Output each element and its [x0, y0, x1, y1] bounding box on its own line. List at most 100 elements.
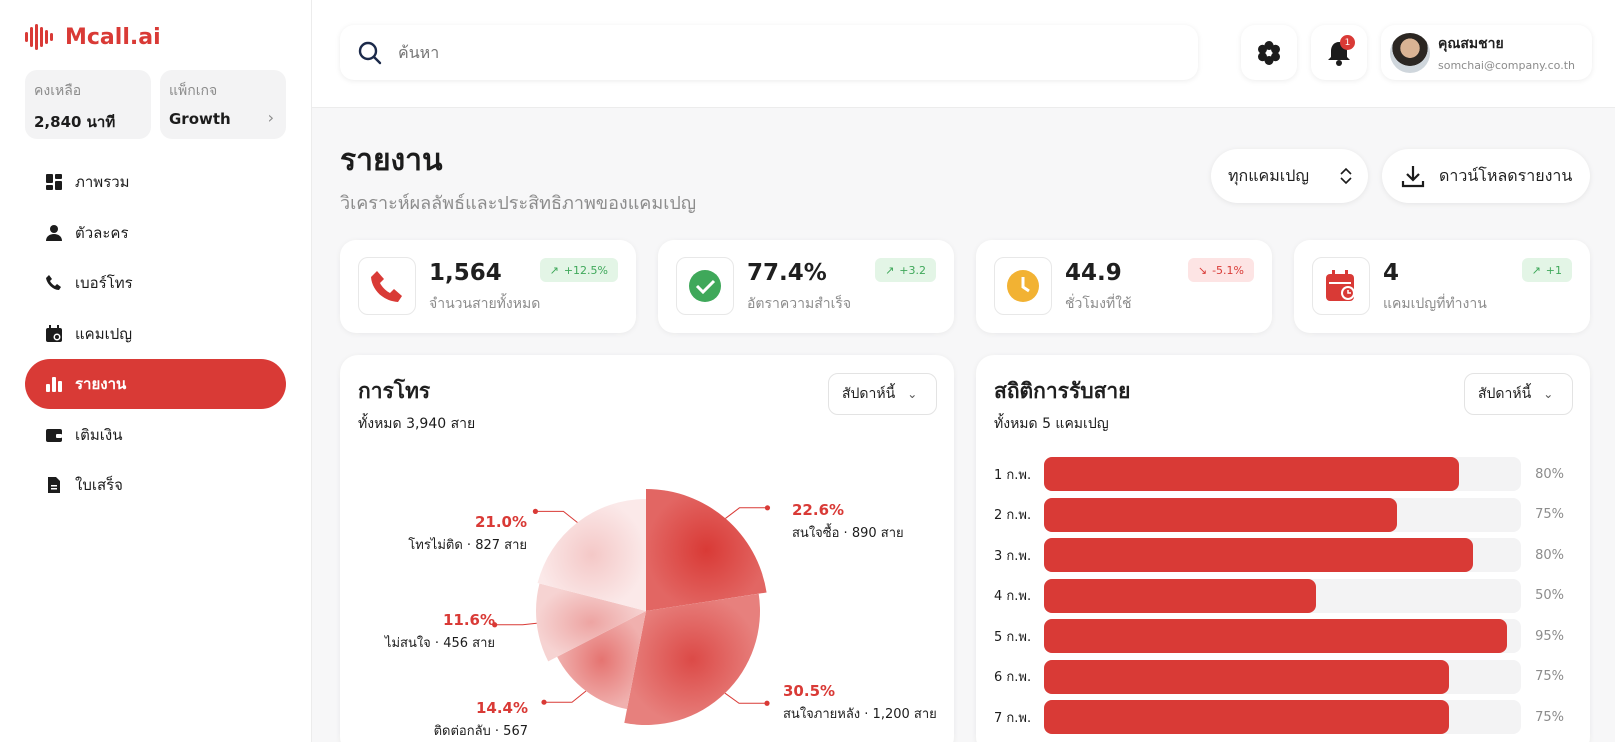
bar-percent-label: 75%: [1535, 507, 1564, 522]
calls-panel-title: การโทร: [358, 379, 431, 403]
sidebar-item-topup[interactable]: เติมเงิน: [25, 410, 286, 460]
bar-percent-label: 95%: [1535, 628, 1564, 644]
package-value: Growth: [169, 110, 231, 128]
trend-up-icon: ↗: [549, 263, 559, 277]
bar-chart-icon: [46, 377, 62, 392]
sidebar-item-reports[interactable]: รายงาน: [25, 359, 286, 409]
package-box[interactable]: แพ็กเกจ Growth ›: [160, 70, 286, 139]
kpi-label: จำนวนสายทั้งหมด: [429, 296, 541, 312]
logo-text: Mcall.ai: [65, 24, 161, 50]
trend-badge: ↗ +1: [1521, 258, 1572, 282]
package-label: แพ็กเกจ: [169, 83, 218, 99]
bar-percent-label: 80%: [1535, 547, 1564, 563]
user-name: คุณสมชาย: [1438, 36, 1504, 52]
calls-panel-subtitle: ทั้งหมด 3,940 สาย: [358, 416, 476, 432]
pie-label-text: โทรไม่ติด · 827 สาย: [408, 538, 527, 553]
search-box[interactable]: [340, 25, 1198, 80]
bar-row: 7 ก.พ. 75%: [994, 700, 1564, 734]
chevron-right-icon: ›: [267, 108, 274, 127]
bar-fill[interactable]: [1043, 457, 1460, 491]
pie-leader-dot: [492, 622, 498, 628]
pie-label-text: ไม่สนใจ · 456 สาย: [384, 636, 495, 651]
trend-badge: ↗ +3.2: [875, 258, 936, 282]
receipt-icon: [48, 477, 60, 493]
search-input[interactable]: [398, 43, 1158, 62]
notification-badge: 1: [1340, 35, 1355, 50]
pie-label-not-interested: 11.6% ไม่สนใจ · 456 สาย: [370, 611, 495, 653]
calendar-icon: [46, 324, 62, 342]
pie-leader-line: [535, 510, 578, 523]
bar-percent-label: 50%: [1535, 588, 1564, 603]
gear-icon: [1258, 40, 1280, 65]
trend-badge: ↗ +12.5%: [539, 258, 618, 282]
kpi-value: 1,564: [429, 260, 502, 286]
pie-label-pct: 11.6%: [442, 611, 495, 629]
pie-label-pct: 22.6%: [792, 501, 845, 519]
pie-label-callback: 14.4% ติดต่อกลับ · 567 สาย: [408, 699, 528, 742]
settings-button[interactable]: [1241, 25, 1297, 80]
pie-slice[interactable]: [536, 583, 646, 662]
trend-up-icon: ↗: [885, 263, 895, 277]
user-menu[interactable]: คุณสมชาย somchai@company.co.th: [1381, 25, 1592, 80]
bar-fill[interactable]: [1043, 619, 1507, 653]
sidebar-item-label: แคมเปญ: [75, 324, 133, 343]
search-icon: [358, 41, 382, 64]
kpi-value: 44.9: [1065, 260, 1122, 286]
sidebar-item-overview[interactable]: ภาพรวม: [25, 157, 286, 207]
pie-label-interested: 22.6% สนใจซื้อ · 890 สาย: [792, 501, 904, 543]
pie-label-text: สนใจซื้อ · 890 สาย: [792, 526, 904, 541]
clock-icon: [994, 257, 1052, 315]
trend-badge: ↘ -5.1%: [1187, 258, 1254, 282]
user-email: somchai@company.co.th: [1438, 59, 1575, 72]
chevron-up-down-icon: [1340, 167, 1352, 185]
sidebar-item-campaigns[interactable]: แคมเปญ: [25, 309, 286, 359]
bar-row: 6 ก.พ. 75%: [994, 659, 1564, 694]
sidebar-item-receipts[interactable]: ใบเสร็จ: [25, 460, 286, 510]
balance-box: คงเหลือ 2,840 นาที: [25, 70, 151, 139]
bar-date-label: 6 ก.พ.: [994, 670, 1032, 685]
bar-fill[interactable]: [1043, 538, 1474, 572]
sidebar-item-label: รายงาน: [75, 375, 127, 393]
top-bar: 1 คุณสมชาย somchai@company.co.th: [312, 0, 1615, 108]
bar-row: 1 ก.พ. 80%: [994, 457, 1564, 491]
bar-percent-label: 75%: [1535, 669, 1564, 684]
answer-period-select[interactable]: สัปดาห์นี้ ⌄: [1464, 373, 1573, 415]
phone-icon: [46, 275, 61, 290]
logo[interactable]: Mcall.ai: [25, 24, 161, 50]
calls-pie-chart: [492, 489, 771, 725]
campaign-select[interactable]: ทุกแคมเปญ: [1211, 149, 1368, 203]
kpi-value: 4: [1383, 260, 1400, 286]
period-value: สัปดาห์นี้: [842, 386, 896, 402]
bar-date-label: 1 ก.พ.: [994, 467, 1032, 483]
kpi-card-hours-used: 44.9 ชั่วโมงที่ใช้ ↘ -5.1%: [976, 240, 1272, 333]
bar-fill[interactable]: [1043, 659, 1450, 694]
pie-slice[interactable]: [557, 611, 646, 710]
bar-row: 2 ก.พ. 75%: [994, 497, 1564, 532]
bar-percent-label: 80%: [1535, 466, 1564, 482]
bar-track: [1043, 659, 1522, 694]
pie-leader-line: [724, 692, 768, 704]
sidebar-item-label: ภาพรวม: [75, 173, 130, 191]
bar-track: [1043, 497, 1522, 532]
pie-label-unreachable: 21.0% โทรไม่ติด · 827 สาย: [390, 513, 527, 555]
bar-track: [1043, 578, 1522, 613]
notifications-button[interactable]: 1: [1311, 25, 1367, 80]
bar-fill[interactable]: [1043, 497, 1397, 532]
bar-fill[interactable]: [1043, 700, 1450, 734]
sidebar-item-label: ใบเสร็จ: [75, 476, 123, 494]
pie-slice[interactable]: [646, 489, 767, 611]
sidebar-item-phone-numbers[interactable]: เบอร์โทร: [25, 258, 286, 308]
kpi-card-total-calls: 1,564 จำนวนสายทั้งหมด ↗ +12.5%: [340, 240, 636, 333]
pie-slice[interactable]: [537, 499, 646, 611]
sidebar-item-characters[interactable]: ตัวละคร: [25, 208, 286, 258]
calls-period-select[interactable]: สัปดาห์นี้ ⌄: [828, 373, 937, 415]
pie-leader-line: [494, 622, 537, 626]
sidebar-item-label: ตัวละคร: [75, 223, 129, 242]
pie-slice[interactable]: [624, 593, 760, 725]
download-report-button[interactable]: ดาวน์โหลดรายงาน: [1382, 149, 1590, 203]
kpi-label: แคมเปญที่ทำงาน: [1383, 296, 1487, 312]
pie-leader-dot: [541, 699, 547, 705]
avatar: [1390, 32, 1430, 73]
bar-fill[interactable]: [1043, 578, 1316, 613]
bar-date-label: 2 ก.พ.: [994, 508, 1032, 523]
